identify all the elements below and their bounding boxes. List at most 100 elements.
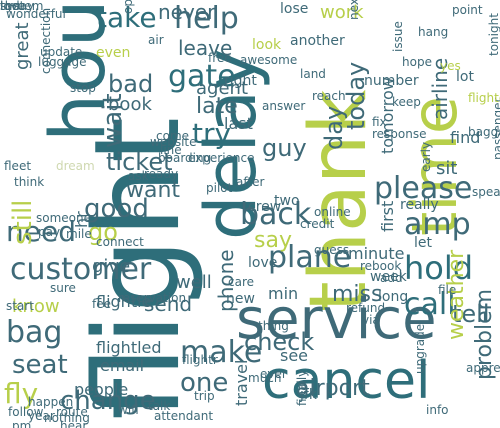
word-tell: tell	[452, 300, 490, 328]
word-day: day	[320, 105, 348, 150]
word-free: free	[208, 51, 232, 65]
word-dream: dream	[56, 159, 95, 173]
word-baggage: baggage	[468, 125, 500, 139]
word-sit: sit	[436, 158, 458, 179]
word-talk: talk	[148, 399, 171, 413]
word-credit: credit	[300, 217, 335, 231]
word-plane: plane	[268, 240, 352, 275]
word-really: really	[400, 197, 439, 213]
word-hope: hope	[402, 55, 432, 69]
word-issue: issue	[391, 21, 405, 52]
word-back: back	[240, 197, 312, 232]
word-system: system	[0, 0, 44, 13]
word-want: want	[126, 178, 181, 203]
word-guy: guy	[262, 134, 307, 162]
word-one: one	[180, 368, 229, 398]
word-fleet: fleet	[4, 159, 32, 173]
word-bad: bad	[108, 70, 154, 98]
word-let: let	[414, 235, 432, 251]
word-hear: hear	[60, 419, 88, 428]
word-today-2: today	[0, 0, 35, 13]
word-thru: thru	[0, 0, 25, 13]
word-minute: minute	[348, 244, 405, 263]
word-mile: mile	[66, 227, 92, 241]
word-fix: fix	[372, 115, 387, 129]
word-update: update	[40, 45, 83, 59]
word-cancel: cancel	[262, 351, 431, 411]
word-much: much	[248, 371, 282, 385]
word-try: try	[192, 117, 232, 150]
word-love: love	[248, 255, 278, 271]
word-min: min	[268, 284, 299, 303]
word-upgrade: upgrade	[413, 323, 427, 374]
word-finally: finally	[295, 369, 309, 406]
word-experience: experience	[188, 151, 255, 165]
word-service: service	[236, 287, 437, 352]
word-reservation: reservation	[118, 291, 187, 305]
word-start: start	[6, 299, 34, 313]
word-hang: hang	[418, 25, 449, 39]
word-love-2: love	[0, 0, 26, 13]
word-lot: lot	[456, 69, 474, 85]
word-customer: customer	[10, 252, 152, 287]
word-option: option	[121, 0, 135, 14]
word-luggage: luggage	[38, 55, 87, 69]
word-wonderful: wonderful	[6, 7, 66, 21]
word-add: add	[380, 271, 403, 285]
word-flightr: flightr	[182, 353, 218, 367]
word-answer: answer	[262, 99, 306, 113]
word-travel: travel	[232, 359, 251, 406]
word-well: well	[176, 272, 212, 293]
word-rebook: rebook	[360, 259, 402, 273]
word-guess: guess	[314, 243, 350, 257]
word-fee: fee	[92, 297, 111, 311]
word-air: air	[148, 33, 164, 47]
word-change: change	[60, 386, 156, 416]
word-book: book	[108, 94, 152, 115]
word-amp: amp	[404, 207, 471, 242]
word-please: please	[374, 171, 473, 206]
word-need: need	[6, 215, 76, 248]
word-stop: stop	[70, 81, 96, 95]
word-leave: leave	[178, 36, 233, 60]
word-make: make	[180, 335, 263, 370]
word-flightd: flightd	[468, 91, 500, 105]
word-come: come	[156, 129, 190, 143]
word-airport: airport	[296, 376, 370, 401]
word-great: great	[12, 22, 33, 70]
word-route: route	[56, 405, 88, 419]
word-long: long	[378, 289, 409, 305]
word-crew: crew	[248, 199, 282, 215]
word-help: help	[174, 1, 239, 36]
word-land: land	[300, 67, 326, 81]
word-know: know	[12, 296, 60, 317]
word-people: people	[74, 380, 129, 399]
word-even: even	[96, 45, 131, 61]
word-work: work	[320, 2, 364, 23]
word-late: late	[196, 94, 238, 119]
word-still: still	[8, 199, 38, 245]
word-miss: miss	[332, 282, 383, 307]
word-follow: follow	[8, 405, 44, 419]
word-check: check	[244, 328, 315, 356]
word-awesome: awesome	[240, 53, 298, 67]
word-email: email	[100, 356, 145, 375]
word-sure: sure	[50, 281, 76, 295]
word-take: take	[96, 1, 157, 34]
word-call: call	[404, 287, 456, 322]
word-say: say	[254, 228, 292, 253]
word-response: response	[372, 127, 427, 141]
word-line: line	[160, 143, 182, 157]
word-find: find	[450, 128, 481, 147]
word-hold: hold	[404, 249, 474, 287]
word-after: after	[236, 175, 265, 189]
word-week: week	[370, 269, 407, 285]
word-last: last	[224, 114, 253, 133]
word-point: point	[452, 3, 483, 17]
word-via: via	[362, 313, 380, 327]
word-online: online	[314, 205, 351, 219]
word-new: new	[226, 291, 255, 307]
word-file: file	[438, 283, 457, 297]
word-gate: gate	[168, 59, 236, 94]
word-care: care	[228, 275, 255, 289]
